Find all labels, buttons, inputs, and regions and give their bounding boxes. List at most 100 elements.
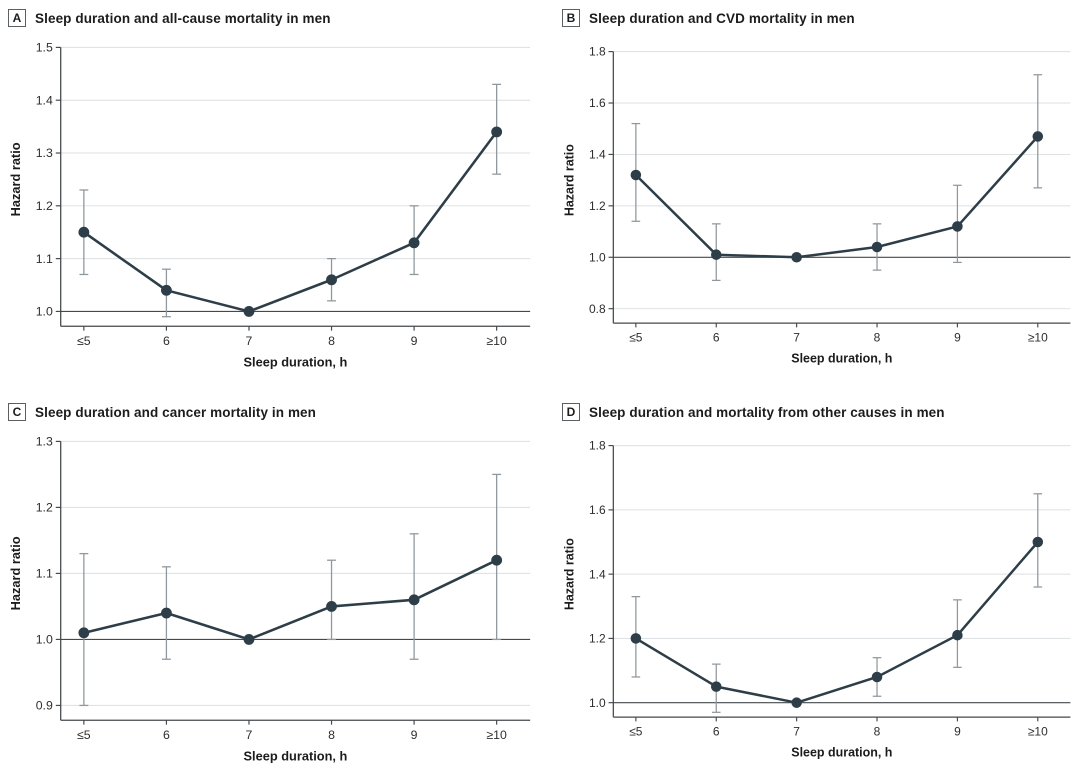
data-point	[1032, 131, 1044, 142]
x-axis-label: Sleep duration, h	[791, 351, 892, 365]
y-axis-label: Hazard ratio	[8, 536, 23, 610]
y-tick-label: 1.0	[36, 633, 53, 647]
x-tick-label: 7	[246, 334, 253, 348]
data-points	[78, 126, 503, 317]
panel-d-chart: 1.0 1.2 1.4 1.6 1.8 ≤5 6 7 8 9 ≥10 Sleep duration, …	[563, 439, 1071, 759]
y-tick-label: 1.1	[36, 567, 53, 581]
panel-c-title: Sleep duration and cancer mortality in m…	[35, 404, 317, 420]
x-tick-label: 7	[793, 330, 800, 344]
x-axis: ≤5 6 7 8 9 ≥10	[613, 716, 1071, 738]
series-line	[82, 130, 498, 313]
series-line	[634, 135, 1040, 259]
x-tick-label: 9	[954, 330, 961, 344]
data-points	[630, 536, 1044, 708]
x-tick-label: 9	[411, 334, 418, 348]
x-tick-label: ≤5	[77, 728, 91, 742]
y-tick-label: 0.8	[589, 302, 606, 316]
x-tick-label: ≥10	[1028, 724, 1048, 738]
y-tick-label: 1.4	[36, 93, 53, 107]
series-line	[634, 540, 1040, 704]
data-point	[491, 554, 503, 566]
x-tick-label: 7	[246, 728, 253, 742]
data-points	[630, 131, 1044, 263]
x-axis: ≤5 6 7 8 9 ≥10	[60, 719, 531, 742]
panel-a-title: Sleep duration and all-cause mortality i…	[35, 10, 331, 26]
panel-a-letter-badge: A	[8, 9, 26, 27]
data-point	[871, 241, 883, 253]
panel-c: C Sleep duration and cancer mortality in…	[0, 385, 540, 774]
data-point	[710, 249, 722, 260]
x-axis-label: Sleep duration, h	[244, 749, 348, 764]
data-point	[408, 237, 420, 249]
x-tick-label: 8	[328, 728, 335, 742]
x-tick-label: ≥10	[1028, 330, 1048, 344]
data-point	[78, 226, 90, 238]
panel-a-header: A Sleep duration and all-cause mortality…	[8, 5, 540, 31]
data-point	[871, 671, 883, 683]
panel-b-header: B Sleep duration and CVD mortality in me…	[562, 5, 1080, 31]
y-tick-label: 1.2	[589, 632, 606, 646]
panel-a-chart: 1.0 1.1 1.2 1.3 1.4 1.5 ≤5 6 7 8 9 ≥10 Sleep duratio…	[8, 41, 531, 370]
error-bars	[79, 83, 502, 318]
y-tick-label: 1.4	[589, 148, 606, 162]
data-point	[160, 284, 172, 296]
x-tick-label: ≤5	[629, 724, 643, 738]
data-point	[326, 601, 337, 612]
y-axis: 1.0 1.1 1.2 1.3 1.4 1.5	[36, 41, 62, 327]
data-point	[326, 274, 337, 286]
data-point	[1032, 536, 1044, 548]
y-tick-label: 1.0	[589, 696, 606, 710]
data-point	[78, 627, 90, 639]
y-axis: 0.9 1.0 1.1 1.2 1.3	[36, 435, 62, 721]
data-point	[791, 251, 802, 263]
y-tick-label: 1.4	[589, 567, 606, 581]
x-tick-label: 6	[713, 330, 720, 344]
x-axis-label: Sleep duration, h	[791, 745, 892, 759]
panel-c-header: C Sleep duration and cancer mortality in…	[8, 399, 540, 425]
x-tick-label: ≥10	[486, 334, 507, 348]
y-tick-label: 1.0	[589, 250, 606, 264]
panel-d: D Sleep duration and mortality from othe…	[540, 385, 1080, 774]
y-axis-label: Hazard ratio	[8, 142, 23, 216]
y-axis-label: Hazard ratio	[563, 538, 577, 610]
y-axis: 0.8 1.0 1.2 1.4 1.6 1.8	[589, 45, 614, 324]
data-point	[952, 629, 963, 641]
gridlines	[613, 445, 1071, 639]
y-axis-label: Hazard ratio	[563, 144, 577, 216]
data-point	[630, 633, 642, 644]
y-tick-label: 1.8	[589, 45, 606, 59]
gridlines	[60, 46, 531, 260]
y-axis: 1.0 1.2 1.4 1.6 1.8	[589, 439, 614, 718]
panel-a: A Sleep duration and all-cause mortality…	[0, 0, 540, 385]
error-bars	[631, 74, 1043, 282]
y-tick-label: 1.5	[36, 41, 53, 55]
data-point	[630, 169, 642, 181]
x-axis: ≤5 6 7 8 9 ≥10	[613, 322, 1071, 344]
panel-b-chart: 0.8 1.0 1.2 1.4 1.6 1.8 ≤5 6 7 8 9 ≥10 Sleep duratio…	[563, 45, 1071, 365]
error-bars	[631, 493, 1043, 713]
data-point	[710, 681, 722, 692]
y-tick-label: 0.9	[36, 699, 53, 713]
x-tick-label: 9	[411, 728, 418, 742]
x-tick-label: 9	[954, 724, 961, 738]
panel-b: B Sleep duration and CVD mortality in me…	[540, 0, 1080, 385]
x-tick-label: 8	[874, 724, 881, 738]
x-tick-label: 7	[793, 724, 800, 738]
y-tick-label: 1.8	[589, 439, 606, 453]
x-tick-label: ≤5	[629, 330, 643, 344]
data-point	[491, 126, 503, 138]
x-tick-label: ≥10	[486, 728, 507, 742]
y-tick-label: 1.3	[36, 146, 53, 160]
panel-c-letter-badge: C	[8, 403, 26, 421]
x-axis: ≤5 6 7 8 9 ≥10	[60, 325, 531, 348]
x-tick-label: 6	[163, 334, 170, 348]
panel-c-chart: 0.9 1.0 1.1 1.2 1.3 ≤5 6 7 8 9 ≥10 Sleep duration, …	[8, 435, 531, 764]
y-tick-label: 1.2	[589, 199, 606, 213]
gridlines	[60, 440, 531, 706]
x-tick-label: 8	[874, 330, 881, 344]
data-points	[78, 554, 503, 645]
x-tick-label: 6	[163, 728, 170, 742]
y-tick-label: 1.2	[36, 199, 53, 213]
y-tick-label: 1.6	[589, 503, 606, 517]
